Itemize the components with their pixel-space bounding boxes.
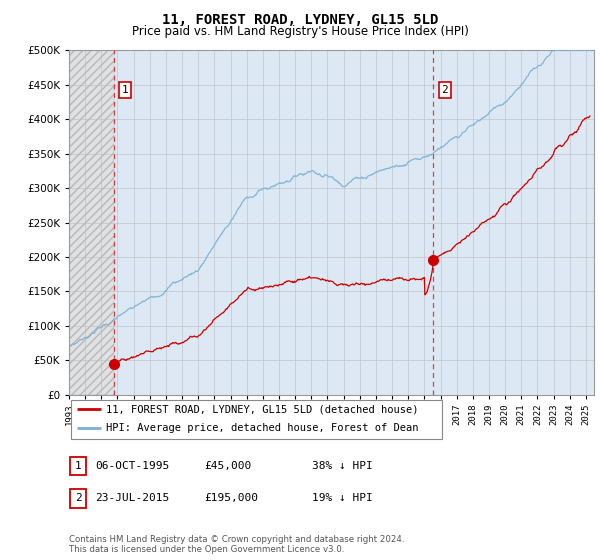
Text: 38% ↓ HPI: 38% ↓ HPI [312, 461, 373, 471]
Bar [69, 50, 113, 395]
Text: HPI: Average price, detached house, Forest of Dean: HPI: Average price, detached house, Fore… [107, 423, 419, 433]
Text: 11, FOREST ROAD, LYDNEY, GL15 5LD: 11, FOREST ROAD, LYDNEY, GL15 5LD [162, 13, 438, 27]
Text: £45,000: £45,000 [204, 461, 251, 471]
Text: 19% ↓ HPI: 19% ↓ HPI [312, 493, 373, 503]
FancyBboxPatch shape [70, 489, 86, 508]
Text: 06-OCT-1995: 06-OCT-1995 [95, 461, 169, 471]
Text: Price paid vs. HM Land Registry's House Price Index (HPI): Price paid vs. HM Land Registry's House … [131, 25, 469, 38]
Text: 1: 1 [74, 461, 82, 471]
Text: 2: 2 [74, 493, 82, 503]
FancyBboxPatch shape [71, 400, 442, 439]
Text: 1: 1 [122, 85, 128, 95]
Text: 2: 2 [442, 85, 448, 95]
FancyBboxPatch shape [70, 456, 86, 475]
Text: Contains HM Land Registry data © Crown copyright and database right 2024.
This d: Contains HM Land Registry data © Crown c… [69, 535, 404, 554]
Text: 11, FOREST ROAD, LYDNEY, GL15 5LD (detached house): 11, FOREST ROAD, LYDNEY, GL15 5LD (detac… [107, 404, 419, 414]
Text: 23-JUL-2015: 23-JUL-2015 [95, 493, 169, 503]
Text: £195,000: £195,000 [204, 493, 258, 503]
